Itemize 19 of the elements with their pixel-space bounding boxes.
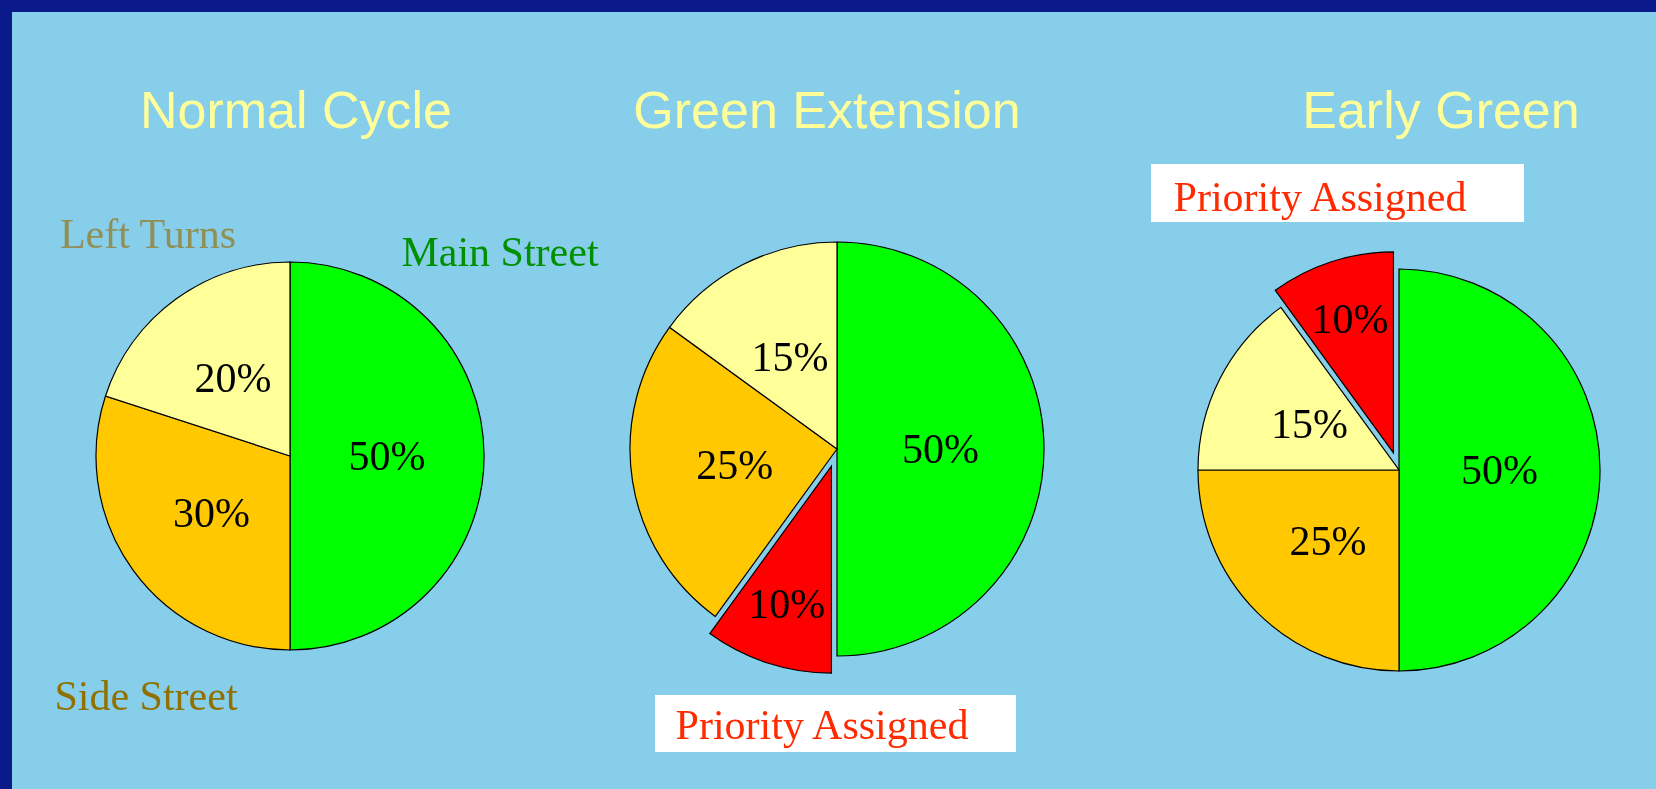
data-label: 30% xyxy=(173,490,251,537)
slice-label: Priority Assigned xyxy=(1173,174,1467,220)
chart-title: Early Green xyxy=(1302,81,1580,139)
data-label: 50% xyxy=(348,433,426,479)
data-label: 25% xyxy=(696,442,774,489)
chart-title: Green Extension xyxy=(633,81,1021,139)
slice-label: Main Street xyxy=(401,229,599,275)
slice-label: Side Street xyxy=(54,673,238,719)
data-label: 15% xyxy=(1270,401,1348,448)
data-label: 25% xyxy=(1289,518,1367,565)
chart-title: Normal Cycle xyxy=(139,81,453,139)
data-label: 15% xyxy=(751,333,829,380)
slice-label: Priority Assigned xyxy=(675,702,969,748)
data-label: 10% xyxy=(1311,296,1389,343)
data-label: 50% xyxy=(902,426,979,472)
data-label: 10% xyxy=(748,580,826,627)
slice-label: Left Turns xyxy=(59,211,237,257)
data-label: 20% xyxy=(194,354,272,401)
data-label: 50% xyxy=(1461,447,1538,493)
